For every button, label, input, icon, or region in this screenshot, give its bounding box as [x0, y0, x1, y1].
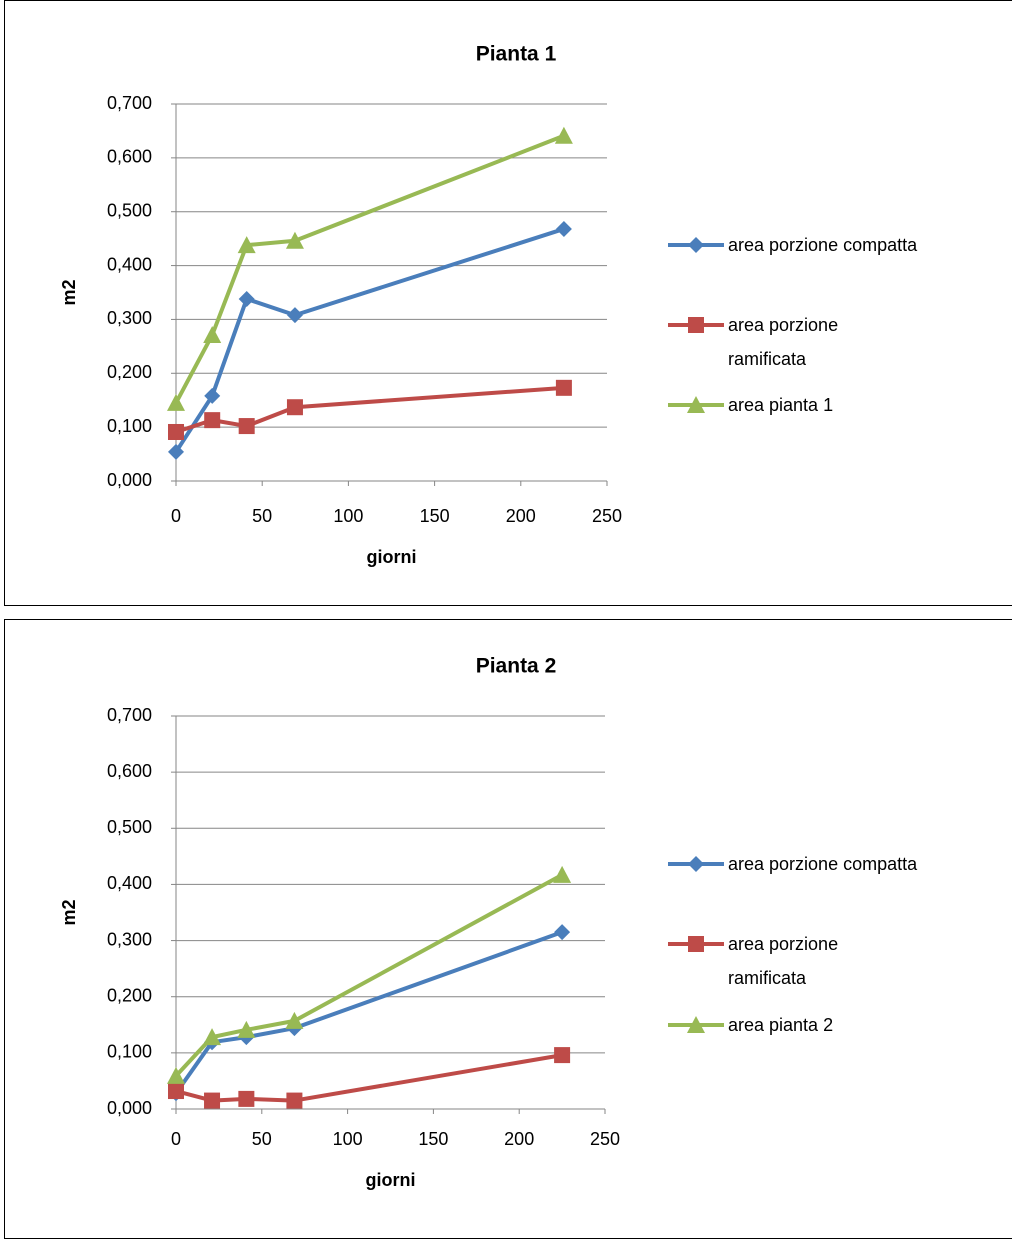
- marker: [688, 317, 704, 333]
- x-tick-label: 100: [333, 1129, 363, 1149]
- y-tick-label: 0,000: [107, 1098, 152, 1118]
- y-tick-label: 0,600: [107, 761, 152, 781]
- chart-frame: Pianta 2 0,000 0,100 0,200 0,300 0,400 0,500 0,…: [4, 619, 1012, 1239]
- legend-label: area porzione compatta: [728, 235, 918, 255]
- y-tick-label: 0,400: [107, 873, 152, 893]
- marker: [237, 1020, 256, 1038]
- marker: [285, 1011, 304, 1029]
- marker: [555, 379, 572, 396]
- marker: [688, 856, 704, 872]
- y-tick-label: 0,200: [107, 362, 152, 382]
- marker: [167, 393, 185, 411]
- marker: [204, 1092, 221, 1109]
- series-line: [174, 873, 564, 1078]
- legend-label: area porzione compatta: [728, 854, 918, 874]
- y-tick-label: 0,300: [107, 308, 152, 328]
- x-tick-label: 250: [592, 506, 622, 526]
- x-tick-label: 0: [171, 506, 181, 526]
- marker: [286, 1092, 303, 1109]
- marker: [554, 1047, 571, 1064]
- y-tick-label: 0,400: [107, 254, 152, 274]
- series-line: [174, 133, 565, 404]
- marker: [555, 220, 572, 237]
- x-axis-label: giorni: [366, 1170, 416, 1190]
- series-line: [174, 930, 563, 1095]
- marker: [554, 126, 573, 144]
- x-tick-label: 50: [252, 506, 272, 526]
- marker: [687, 1016, 705, 1033]
- marker: [238, 290, 255, 307]
- y-tick-label: 0,700: [107, 705, 152, 725]
- x-tick-label: 150: [418, 1129, 448, 1149]
- x-tick-label: 250: [590, 1129, 620, 1149]
- marker: [286, 307, 303, 324]
- marker: [285, 231, 304, 249]
- series-line: [175, 385, 565, 434]
- x-tick-label: 200: [506, 506, 536, 526]
- y-tick-label: 0,100: [107, 1042, 152, 1062]
- marker: [168, 423, 184, 440]
- series-line: [174, 227, 565, 454]
- y-tick-label: 0,500: [107, 200, 152, 220]
- marker: [687, 396, 705, 413]
- marker: [286, 399, 303, 416]
- x-axis-label: giorni: [367, 547, 417, 567]
- marker: [204, 412, 221, 429]
- legend-label: area porzione ramificata: [728, 934, 839, 988]
- x-tick-label: 50: [252, 1129, 272, 1149]
- marker: [168, 443, 184, 460]
- marker: [554, 924, 571, 941]
- marker: [203, 326, 222, 344]
- chart-title: Pianta 2: [476, 655, 557, 678]
- y-tick-label: 0,600: [107, 147, 152, 167]
- chart-title: Pianta 1: [476, 43, 557, 66]
- y-tick-label: 0,100: [107, 416, 152, 436]
- legend-label: area pianta 1: [728, 395, 834, 415]
- marker: [238, 418, 255, 435]
- chart: Pianta 2 0,000 0,100 0,200 0,300 0,400 0,500 0,…: [59, 655, 724, 1190]
- y-tick-label: 0,200: [107, 985, 152, 1005]
- chart-frame: Pianta 1 0,000 0,100 0,200 0,300 0,400 0,500 0,…: [4, 0, 1012, 606]
- chart: Pianta 1 0,000 0,100 0,200 0,300 0,400 0,500 0,…: [59, 43, 724, 567]
- y-axis-label: m2: [59, 899, 79, 925]
- marker: [168, 1083, 184, 1100]
- x-tick-label: 100: [333, 506, 363, 526]
- y-tick-label: 0,700: [107, 93, 152, 113]
- y-tick-label: 0,300: [107, 929, 152, 949]
- y-axis-label: m2: [59, 279, 79, 305]
- legend-label: area pianta 2: [728, 1015, 834, 1035]
- x-tick-label: 200: [504, 1129, 534, 1149]
- x-tick-label: 0: [171, 1129, 181, 1149]
- marker: [238, 1090, 255, 1107]
- marker: [167, 1066, 185, 1084]
- y-tick-label: 0,500: [107, 817, 152, 837]
- marker: [237, 236, 256, 254]
- x-tick-label: 150: [420, 506, 450, 526]
- series-line: [175, 1053, 563, 1103]
- marker: [553, 865, 572, 883]
- marker: [204, 387, 221, 404]
- marker: [688, 936, 704, 952]
- y-tick-label: 0,000: [107, 470, 152, 490]
- legend-label: area porzione ramificata: [728, 315, 839, 369]
- marker: [203, 1028, 222, 1046]
- marker: [688, 237, 704, 253]
